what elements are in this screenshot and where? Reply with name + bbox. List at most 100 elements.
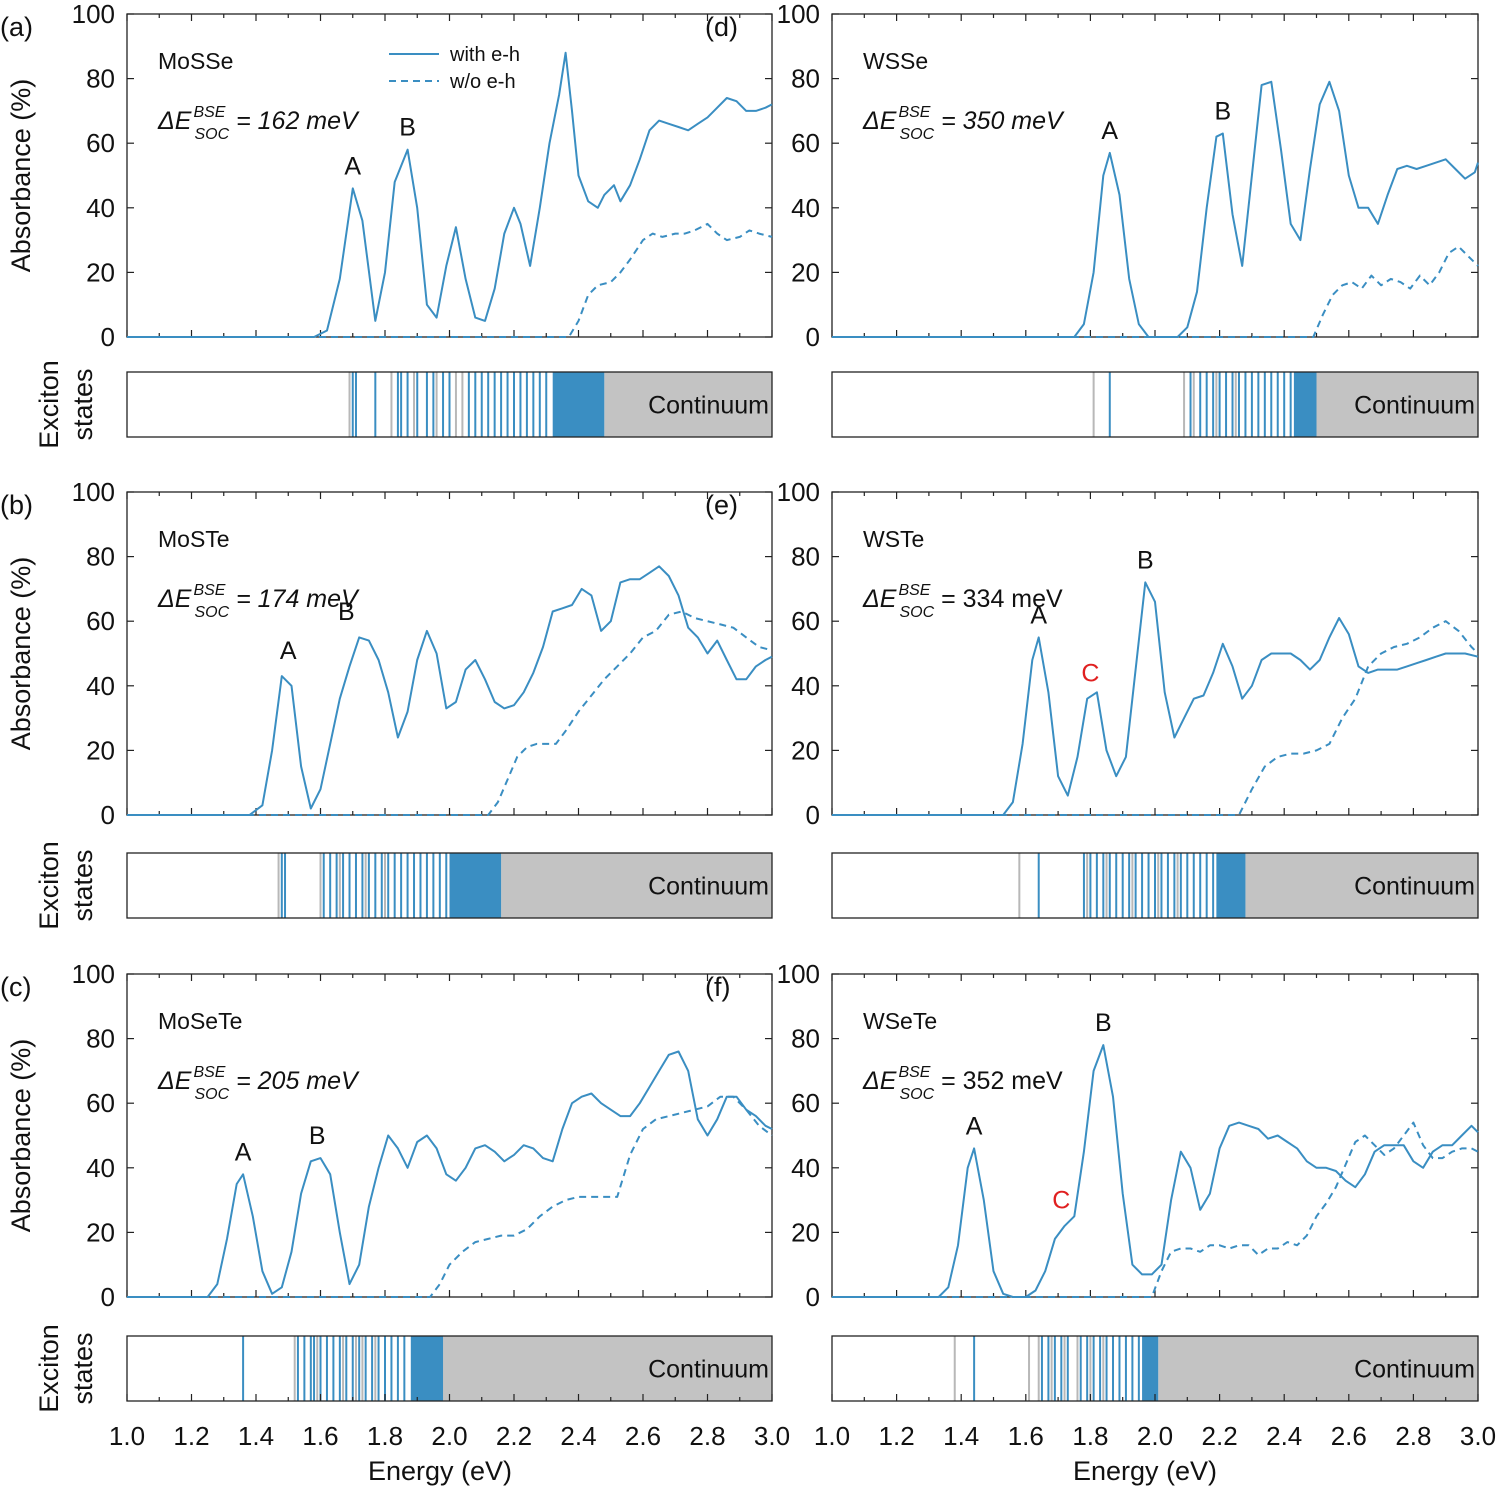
delta-soc-label: ΔE BSE SOC = 334 meV [862, 582, 1063, 621]
y-tick-label: 60 [791, 606, 820, 636]
delta-soc-label: ΔE BSE SOC = 174 meV [157, 582, 360, 621]
x-tick-label: 1.6 [1008, 1421, 1044, 1451]
y-tick-label: 100 [72, 0, 115, 29]
peak-label-a: A [966, 1112, 983, 1140]
delta-superscript: BSE [193, 1064, 225, 1081]
y-tick-label: 20 [86, 735, 115, 765]
material-label: WSeTe [863, 1008, 937, 1034]
series-with-eh [832, 80, 1479, 338]
material-label: MoSTe [158, 526, 230, 552]
plot-frame [831, 13, 1479, 338]
x-tick-label: 1.0 [814, 1421, 850, 1451]
delta-soc-label: ΔE BSE SOC = 350 meV [862, 104, 1065, 143]
panel-letter: (f) [705, 972, 730, 1002]
y-tick-label: 60 [86, 1088, 115, 1118]
exciton-label-line1: Exciton [34, 1324, 64, 1413]
peak-label-c: C [1052, 1187, 1070, 1215]
peak-label-a: A [235, 1138, 252, 1166]
x-tick-label: 1.8 [1072, 1421, 1108, 1451]
peak-label-a: A [1030, 601, 1047, 629]
x-tick-label: 1.0 [109, 1421, 145, 1451]
y-tick-label: 20 [791, 257, 820, 287]
y-tick-label: 100 [777, 477, 820, 507]
legend-without-label: w/o e-h [449, 71, 516, 93]
y-axis-label: Absorbance (%) [6, 79, 36, 273]
x-tick-label: 2.8 [689, 1421, 725, 1451]
y-tick-label: 40 [791, 193, 820, 223]
y-tick-label: 0 [806, 322, 820, 352]
y-axis-label: Absorbance (%) [6, 1039, 36, 1233]
delta-symbol: ΔE [862, 585, 897, 613]
y-tick-label: 80 [86, 1024, 115, 1054]
x-tick-label: 1.4 [238, 1421, 274, 1451]
delta-value: = 174 meV [229, 585, 360, 613]
states-frame [831, 371, 1479, 438]
y-tick-label: 40 [86, 1153, 115, 1183]
y-tick-label: 100 [72, 959, 115, 989]
continuum-region [1316, 372, 1478, 437]
peak-label-b: B [1095, 1009, 1112, 1037]
delta-soc-label: ΔE BSE SOC = 162 meV [157, 104, 360, 143]
delta-subscript: SOC [194, 604, 229, 621]
continuum-region [501, 853, 772, 918]
series-without-eh [832, 620, 1479, 816]
delta-subscript: SOC [899, 1086, 934, 1103]
continuum-label: Continuum [1354, 392, 1475, 420]
continuum-region [443, 1336, 772, 1401]
delta-superscript: BSE [898, 582, 930, 599]
peak-label-a: A [280, 637, 297, 665]
panel-mosete: (c) 0 20 40 60 80 100 Absorbance (%) MoSeTe ΔE BSE… [0, 959, 790, 1451]
x-tick-label: 2.6 [625, 1421, 661, 1451]
peak-label-a: A [1101, 117, 1118, 145]
series-with-eh [127, 51, 773, 338]
y-tick-label: 60 [791, 128, 820, 158]
x-tick-label: 3.0 [754, 1421, 790, 1451]
y-tick-label: 80 [86, 64, 115, 94]
states-frame [126, 371, 773, 438]
dense-bright-band [1142, 1336, 1159, 1401]
series-without-eh [127, 222, 773, 338]
delta-subscript: SOC [899, 604, 934, 621]
delta-symbol: ΔE [157, 1067, 192, 1095]
continuum-label: Continuum [648, 392, 769, 420]
dense-bright-band [449, 853, 502, 918]
x-axis-label-left: Energy (eV) [368, 1456, 512, 1486]
series-without-eh [832, 245, 1479, 338]
x-tick-label: 2.0 [1137, 1421, 1173, 1451]
delta-subscript: SOC [899, 126, 934, 143]
continuum-label: Continuum [648, 1356, 769, 1384]
peak-label-b: B [338, 598, 355, 626]
dense-bright-band [410, 1336, 444, 1401]
dense-bright-band [1216, 853, 1246, 918]
delta-symbol: ΔE [862, 1067, 897, 1095]
x-tick-label: 1.2 [173, 1421, 209, 1451]
delta-symbol: ΔE [157, 585, 192, 613]
series-with-eh [832, 1044, 1479, 1298]
delta-value: = 352 meV [934, 1067, 1063, 1095]
continuum-region [1158, 1336, 1478, 1401]
peak-label-b: B [399, 114, 416, 142]
delta-value: = 350 meV [934, 107, 1065, 135]
x-tick-label: 2.6 [1331, 1421, 1367, 1451]
exciton-label-line2: states [68, 849, 98, 921]
y-tick-label: 0 [101, 800, 115, 830]
delta-value: = 334 meV [934, 585, 1063, 613]
delta-soc-label: ΔE BSE SOC = 205 meV [157, 1064, 360, 1103]
panel-wsse: (d) 0 20 40 60 80 100 WSSe ΔE BSE SOC = 350 meV A B C… [705, 0, 1479, 438]
y-tick-label: 100 [777, 0, 820, 29]
y-tick-label: 20 [791, 735, 820, 765]
exciton-label-line1: Exciton [34, 841, 64, 930]
y-tick-label: 20 [86, 257, 115, 287]
panel-mosse: (a) 0 20 40 60 80 100 Absorbance (%) MoSSe ΔE BSE S… [0, 0, 773, 449]
series-with-eh [127, 565, 773, 816]
y-tick-label: 40 [791, 671, 820, 701]
delta-superscript: BSE [193, 582, 225, 599]
peak-label-c: C [1081, 659, 1099, 687]
x-tick-label: 3.0 [1460, 1421, 1496, 1451]
x-tick-label: 1.4 [943, 1421, 979, 1451]
continuum-region [604, 372, 772, 437]
x-tick-label: 2.8 [1395, 1421, 1431, 1451]
dense-bright-band [1293, 372, 1317, 437]
